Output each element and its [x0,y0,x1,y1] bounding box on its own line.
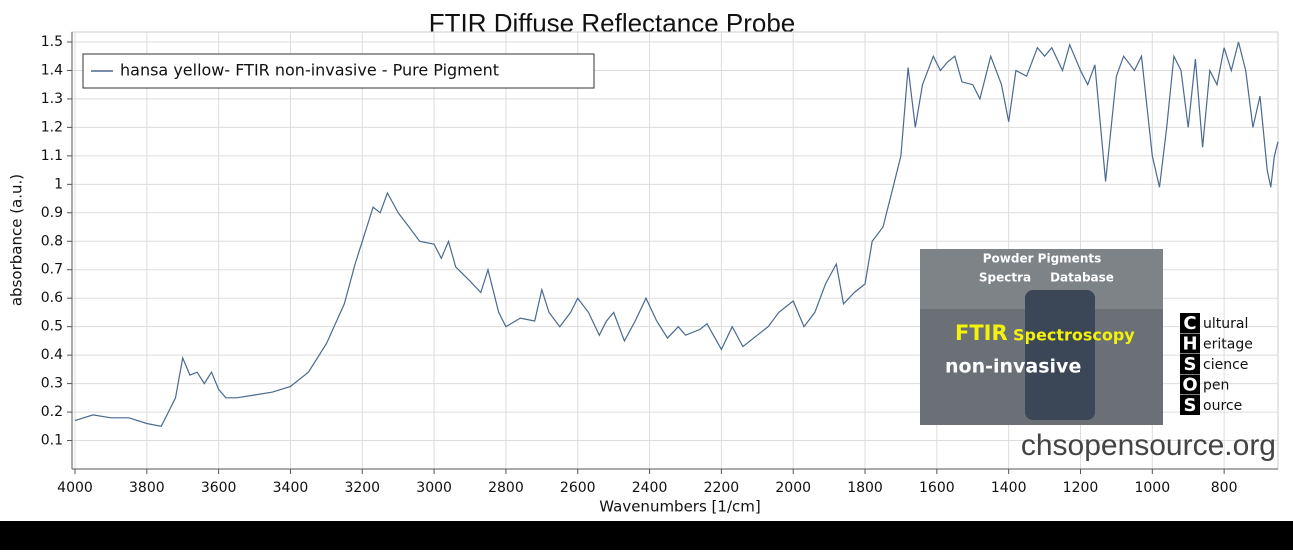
y-tick-label: 1.4 [41,62,63,78]
logo-letter: O [1182,375,1197,396]
logo-text: non-invasive [945,356,1081,378]
logo-letter-box [1180,395,1200,415]
legend-label: hansa yellow- FTIR non-invasive - Pure P… [120,61,499,80]
y-tick-label: 0.8 [41,233,63,249]
x-tick-label: 1000 [1134,480,1170,496]
y-tick-label: 0.1 [41,433,63,449]
x-tick-label: 1400 [991,480,1027,496]
x-tick-label: 3400 [273,480,309,496]
x-tick-label: 2200 [704,480,740,496]
logo-word: ultural [1203,316,1248,332]
x-tick-label: 1600 [919,480,955,496]
logo-text: Spectroscopy [1013,326,1135,345]
logo-word: ource [1203,398,1242,414]
logo-text: Database [1050,271,1114,285]
chart-title: FTIR Diffuse Reflectance Probe [429,8,796,38]
x-tick-label: 3800 [129,480,165,496]
y-tick-label: 1.5 [41,34,63,50]
y-tick-label: 1 [54,176,63,192]
x-tick-label: 2800 [488,480,524,496]
logo-letter: H [1182,334,1197,355]
logo-letter: S [1184,354,1197,375]
y-tick-label: 0.7 [41,262,63,278]
y-tick-label: 0.4 [41,347,63,363]
x-tick-label: 1800 [847,480,883,496]
x-tick-label: 3600 [201,480,237,496]
x-tick-label: 3200 [344,480,380,496]
x-tick-label: 1200 [1063,480,1099,496]
logo-device [1025,290,1095,420]
logo-text: Powder Pigments [983,252,1102,266]
x-tick-label: 2400 [632,480,668,496]
x-tick-label: 3000 [416,480,452,496]
y-tick-label: 1.3 [41,91,63,107]
x-tick-label: 2600 [560,480,596,496]
logo-letter: S [1184,395,1197,416]
bottom-bar [0,521,1293,550]
logo-letter-box [1180,333,1200,354]
y-tick-label: 0.9 [41,205,63,221]
y-tick-label: 0.3 [41,376,63,392]
x-tick-label: 800 [1211,480,1238,496]
y-tick-label: 0.2 [41,404,63,420]
logo-letter-box [1180,354,1200,374]
x-tick-label: 4000 [57,480,93,496]
logo-word: pen [1203,378,1229,394]
x-tick-label: 2000 [775,480,811,496]
logo-word: cience [1203,357,1248,373]
logo-word: eritage [1203,337,1253,353]
legend: hansa yellow- FTIR non-invasive - Pure P… [82,53,595,89]
logo-letter: C [1183,313,1196,334]
logo-text: FTIR [955,321,1008,345]
x-axis-title: Wavenumbers [1/cm] [599,498,760,516]
website: chsopensource.org [1021,429,1276,462]
data-line [74,41,1279,427]
logo: Powder Pigments Spectra Database FTIR Spectr… [920,249,1253,425]
y-tick-label: 0.6 [41,290,63,306]
logo-letter-box [1180,374,1200,395]
y-tick-label: 1.2 [41,119,63,135]
y-tick-label: 1.1 [41,148,63,164]
y-axis-title: absorbance (a.u.) [8,174,26,306]
y-tick-label: 0.5 [41,319,63,335]
legend-box [82,53,595,89]
logo-text: Spectra [979,271,1031,285]
logo-letter-box [1180,313,1200,333]
